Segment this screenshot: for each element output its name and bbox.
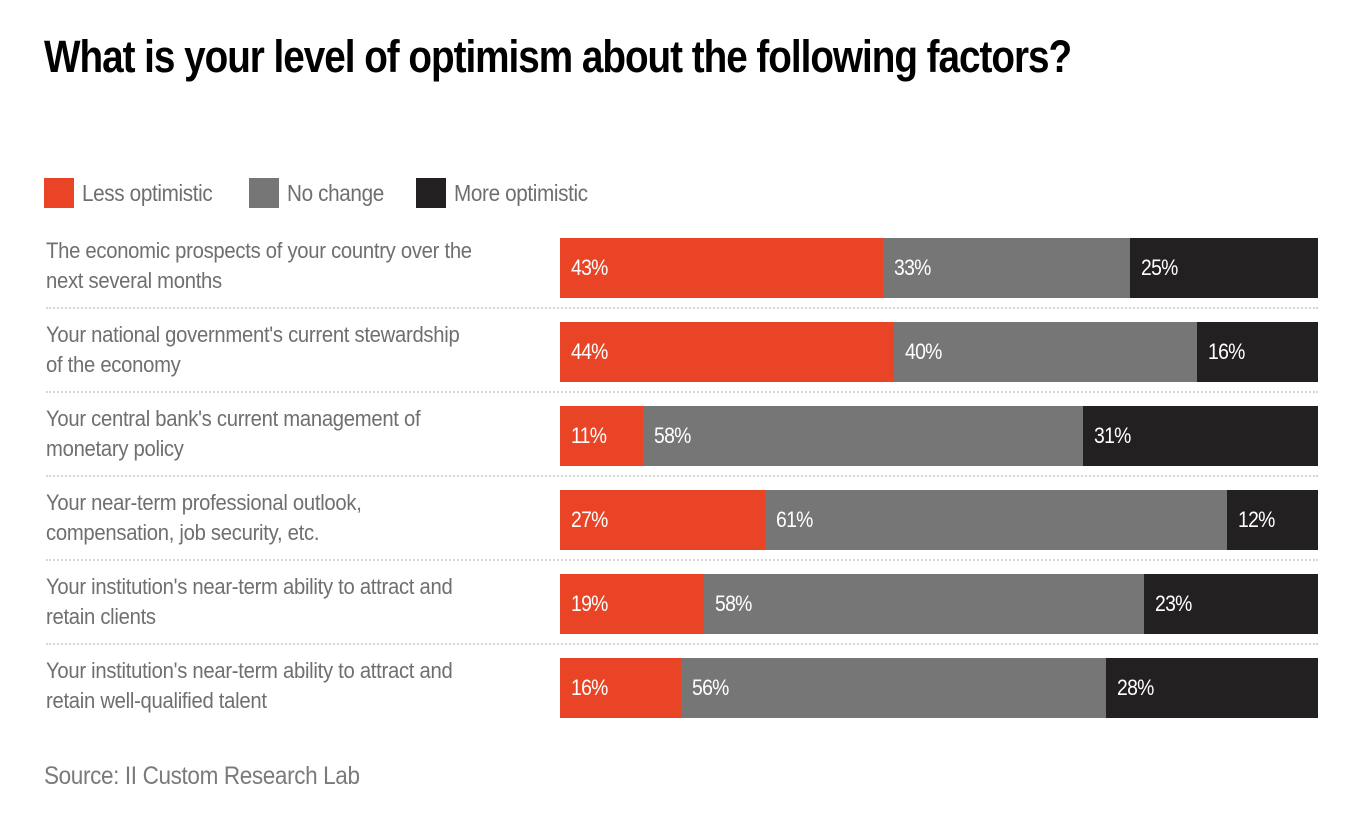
data-label: 16% [1207,339,1245,364]
bar-segment-less-optimistic: 16% [560,658,682,718]
legend-label-less-optimistic: Less optimistic [82,179,213,206]
data-label: 27% [571,507,608,532]
category-label: Your central bank's current management o… [46,404,546,464]
row-divider [46,475,1318,477]
stacked-bar: 27% 61% 12% [560,490,1318,550]
bar-segment-more-optimistic: 23% [1143,574,1318,634]
row-divider [46,391,1318,393]
data-label: 19% [571,591,608,616]
data-label: 12% [1238,507,1275,532]
legend-label-no-change: No change [286,179,384,206]
category-label: Your national government's current stewa… [46,320,546,380]
category-label-line: retain well-qualified talent [46,688,267,713]
data-label: 16% [571,675,608,700]
category-label-line: of the economy [46,352,181,377]
legend-item-less-optimistic: Less optimistic [44,178,227,208]
data-label: 58% [654,423,692,448]
bar-segment-no-change: 40% [893,322,1197,382]
data-label: 11% [571,423,607,448]
data-label: 31% [1094,423,1131,448]
category-label: Your institution's near-term ability to … [46,572,546,632]
data-label: 28% [1116,675,1154,700]
category-label-line: The economic prospects of your country o… [46,238,472,263]
category-label: The economic prospects of your country o… [46,236,546,296]
data-label: 40% [904,339,942,364]
legend-item-no-change: No change [248,178,395,208]
bar-segment-more-optimistic: 25% [1130,238,1318,298]
legend-item-more-optimistic: More optimistic [416,178,603,208]
bar-segment-no-change: 56% [681,658,1106,718]
data-label: 33% [893,255,931,280]
bar-segment-no-change: 58% [643,406,1083,466]
bar-segment-less-optimistic: 44% [560,322,894,382]
source-note: Source: II Custom Research Lab [44,762,360,790]
bar-segment-more-optimistic: 16% [1196,322,1318,382]
category-label-line: Your institution's near-term ability to … [46,658,453,683]
bar-segment-no-change: 58% [704,574,1144,634]
legend-swatch-no-change [248,178,279,208]
bar-segment-more-optimistic: 31% [1083,406,1318,466]
bar-segment-less-optimistic: 11% [560,406,644,466]
data-label: 56% [692,675,729,700]
data-label: 23% [1154,591,1192,616]
data-label: 25% [1141,255,1179,280]
bar-segment-no-change: 61% [764,490,1228,550]
bar-segment-more-optimistic: 12% [1227,490,1318,550]
stacked-bar: 16% 56% 28% [560,658,1318,718]
category-label-line: monetary policy [46,436,184,461]
stacked-bar: 44% 40% 16% [560,322,1318,382]
category-label-line: Your central bank's current management o… [46,406,421,431]
chart-title: What is your level of optimism about the… [44,31,1072,82]
data-label: 44% [571,339,608,364]
row-divider [46,307,1318,309]
stacked-bar: 11% 58% 31% [560,406,1318,466]
bar-segment-less-optimistic: 43% [560,238,883,298]
legend-label-more-optimistic: More optimistic [454,179,589,206]
category-label: Your near-term professional outlook, comp… [46,488,546,548]
data-label: 61% [775,507,813,532]
category-label-line: compensation, job security, etc. [46,520,320,545]
bar-segment-less-optimistic: 27% [560,490,765,550]
category-label-line: Your near-term professional outlook, [46,490,362,515]
category-label-line: next several months [46,268,222,293]
stacked-bar: 19% 58% 23% [560,574,1318,634]
data-label: 58% [715,591,752,616]
row-divider [46,559,1318,561]
data-label: 43% [571,255,608,280]
legend-swatch-less-optimistic [44,178,74,208]
bar-segment-more-optimistic: 28% [1105,658,1318,718]
category-label: Your institution's near-term ability to … [46,656,546,716]
legend-swatch-more-optimistic [416,178,447,208]
bar-segment-no-change: 33% [882,238,1131,298]
row-divider [46,643,1318,645]
category-label-line: Your national government's current stewa… [46,322,460,347]
stacked-bar: 43% 33% 25% [560,238,1318,298]
bar-segment-less-optimistic: 19% [560,574,705,634]
category-label-line: retain clients [46,604,156,629]
category-label-line: Your institution's near-term ability to … [46,574,453,599]
legend: Less optimistic No change More optimisti… [44,178,625,208]
